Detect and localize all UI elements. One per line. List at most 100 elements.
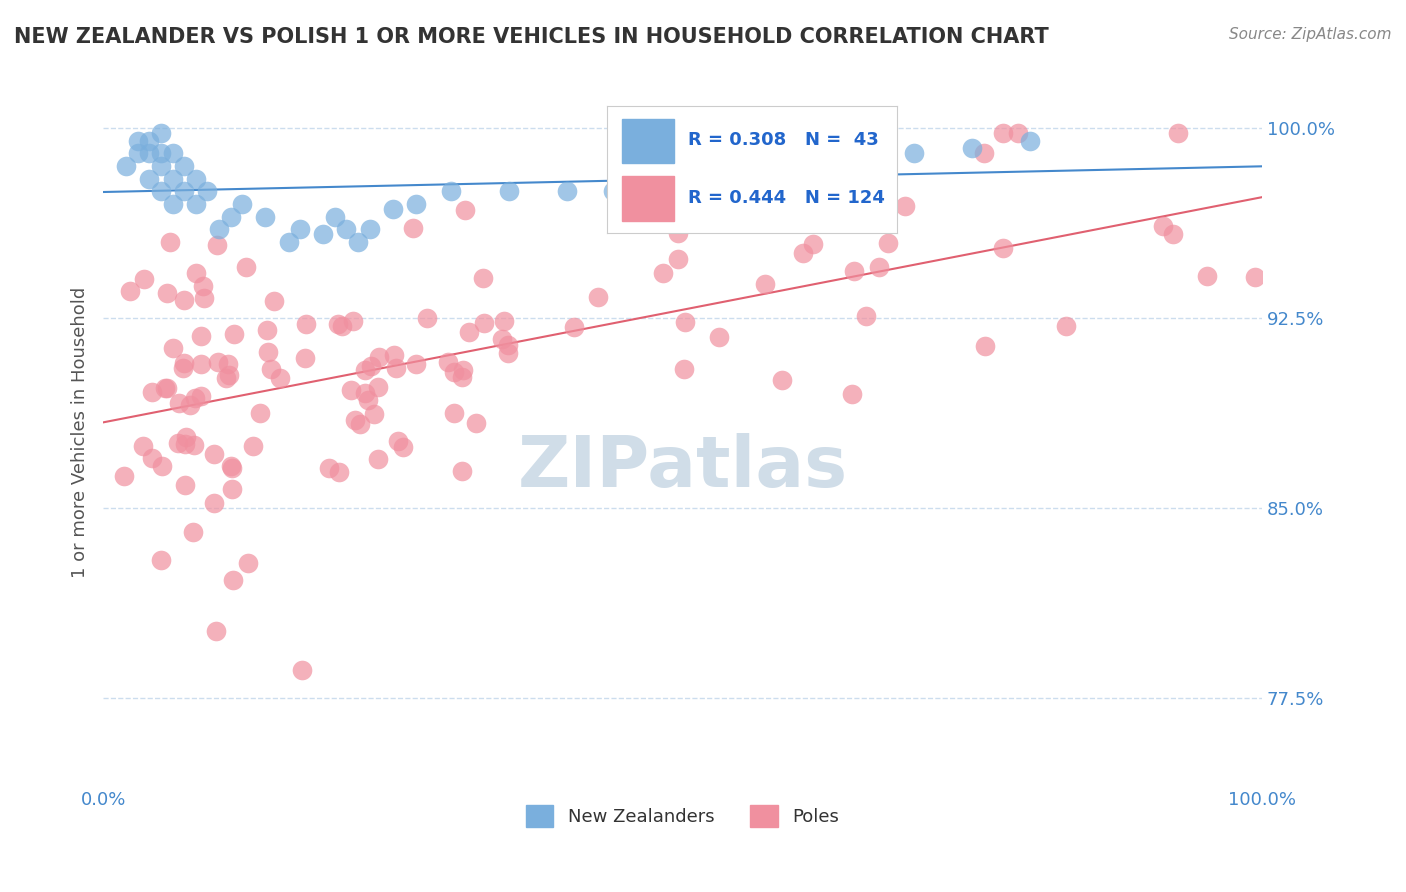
Point [328, 317, 350, 331]
Point [208, 222, 231, 236]
Point [221, 483, 243, 497]
Point [845, 152, 868, 166]
Point [586, 290, 609, 304]
Point [277, 235, 299, 249]
Point [323, 210, 346, 224]
Point [405, 197, 427, 211]
Point [347, 235, 370, 249]
Point [269, 370, 291, 384]
Point [360, 359, 382, 373]
Point [235, 260, 257, 275]
Point [155, 380, 177, 394]
Point [855, 309, 877, 323]
Point [150, 459, 173, 474]
Point [173, 159, 195, 173]
Point [205, 237, 228, 252]
Point [183, 438, 205, 452]
Point [191, 278, 214, 293]
Point [219, 210, 242, 224]
Point [221, 461, 243, 475]
Point [1007, 126, 1029, 140]
Point [415, 311, 437, 326]
Point [357, 393, 380, 408]
Point [256, 323, 278, 337]
Point [318, 461, 340, 475]
Point [381, 202, 404, 216]
Point [179, 398, 201, 412]
Point [173, 185, 195, 199]
Point [841, 386, 863, 401]
Point [162, 146, 184, 161]
Point [465, 417, 488, 431]
Point [787, 167, 810, 181]
Point [118, 284, 141, 298]
Point [960, 141, 983, 155]
Point [162, 171, 184, 186]
Point [730, 159, 752, 173]
Point [330, 318, 353, 333]
Point [184, 266, 207, 280]
Point [472, 271, 495, 285]
Text: Source: ZipAtlas.com: Source: ZipAtlas.com [1229, 27, 1392, 42]
Point [673, 315, 696, 329]
Point [496, 337, 519, 351]
Point [150, 185, 173, 199]
Point [222, 573, 245, 587]
Point [754, 277, 776, 292]
Point [673, 362, 696, 376]
Point [973, 146, 995, 161]
Point [112, 468, 135, 483]
Point [312, 227, 335, 242]
Point [127, 146, 149, 161]
Point [141, 451, 163, 466]
Point [132, 439, 155, 453]
Point [363, 407, 385, 421]
Point [115, 159, 138, 173]
Point [562, 320, 585, 334]
Point [868, 260, 890, 275]
Point [162, 197, 184, 211]
Point [609, 126, 631, 140]
Point [162, 341, 184, 355]
Point [991, 126, 1014, 140]
Point [401, 221, 423, 235]
Point [666, 226, 689, 240]
Point [652, 266, 675, 280]
Point [1054, 319, 1077, 334]
Point [450, 370, 472, 384]
Point [156, 285, 179, 300]
Point [1167, 126, 1189, 140]
Point [190, 357, 212, 371]
Text: NEW ZEALANDER VS POLISH 1 OR MORE VEHICLES IN HOUSEHOLD CORRELATION CHART: NEW ZEALANDER VS POLISH 1 OR MORE VEHICL… [14, 27, 1049, 46]
Point [367, 451, 389, 466]
Point [184, 197, 207, 211]
Point [141, 384, 163, 399]
Point [150, 553, 173, 567]
Point [973, 339, 995, 353]
Point [184, 392, 207, 406]
Point [260, 362, 283, 376]
Point [190, 329, 212, 343]
Point [134, 272, 156, 286]
Point [443, 406, 465, 420]
Point [335, 222, 357, 236]
Point [453, 362, 475, 376]
Point [810, 159, 832, 173]
Point [368, 351, 391, 365]
Point [328, 466, 350, 480]
Point [801, 236, 824, 251]
Point [190, 389, 212, 403]
Point [291, 664, 314, 678]
Point [496, 346, 519, 360]
Point [202, 496, 225, 510]
Point [991, 241, 1014, 255]
Point [174, 436, 197, 450]
Point [392, 440, 415, 454]
Point [236, 557, 259, 571]
Point [842, 264, 865, 278]
Point [150, 126, 173, 140]
Point [454, 202, 477, 217]
Legend: New Zealanders, Poles: New Zealanders, Poles [519, 797, 846, 834]
Point [1019, 134, 1042, 148]
Point [202, 447, 225, 461]
